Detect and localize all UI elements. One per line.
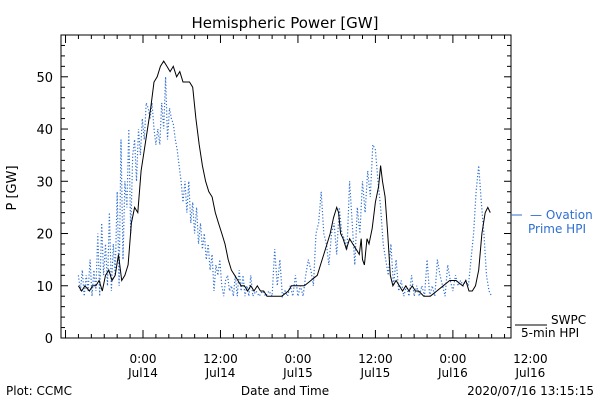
- y-tick-label: 40: [36, 123, 53, 138]
- footer-x-axis-label: Date and Time: [241, 384, 329, 398]
- y-tick-label: 10: [36, 280, 53, 295]
- y-tick-label: 20: [36, 228, 53, 243]
- y-tick-label: 30: [36, 175, 53, 190]
- y-tick-label: 0: [45, 332, 53, 347]
- swpc-hpi-line: [77, 60, 491, 297]
- y-tick-label: 50: [36, 71, 53, 86]
- x-axis-ticks: 0:00Jul1412:00Jul140:00Jul1512:00Jul150:…: [65, 35, 548, 380]
- ovation-prime-hpi-line: [77, 76, 493, 299]
- x-tick-label-date: Jul16: [514, 366, 545, 380]
- footer-plot-credit: Plot: CCMC: [6, 384, 72, 398]
- series-layer: [77, 60, 493, 299]
- x-tick-label-time: 12:00: [203, 352, 238, 366]
- ovation-legend-label-2: Prime HPI: [528, 222, 586, 236]
- ovation-legend-label-1: — Ovation: [530, 208, 593, 222]
- chart-title: Hemispheric Power [GW]: [192, 14, 379, 32]
- x-tick-label-date: Jul14: [205, 366, 236, 380]
- footer-timestamp: 2020/07/16 13:15:15: [467, 384, 594, 398]
- y-axis-label: P [GW]: [5, 165, 20, 210]
- x-tick-label-date: Jul16: [437, 366, 468, 380]
- x-tick-label-date: Jul15: [282, 366, 313, 380]
- x-tick-label-time: 0:00: [284, 352, 311, 366]
- x-tick-label-time: 0:00: [439, 352, 466, 366]
- x-tick-label-time: 0:00: [130, 352, 157, 366]
- legend: — Ovation Prime HPI SWPC 5-min HPI: [511, 208, 593, 340]
- x-tick-label-date: Jul14: [127, 366, 158, 380]
- y-axis-ticks: 0 10 20 30 40 50: [36, 44, 511, 347]
- plot-frame: [60, 34, 512, 339]
- x-tick-label-date: Jul15: [360, 366, 391, 380]
- swpc-legend-label-1: SWPC: [551, 313, 586, 327]
- x-tick-label-time: 12:00: [358, 352, 393, 366]
- swpc-legend-label-2: 5-min HPI: [521, 326, 579, 340]
- x-tick-label-time: 12:00: [513, 352, 548, 366]
